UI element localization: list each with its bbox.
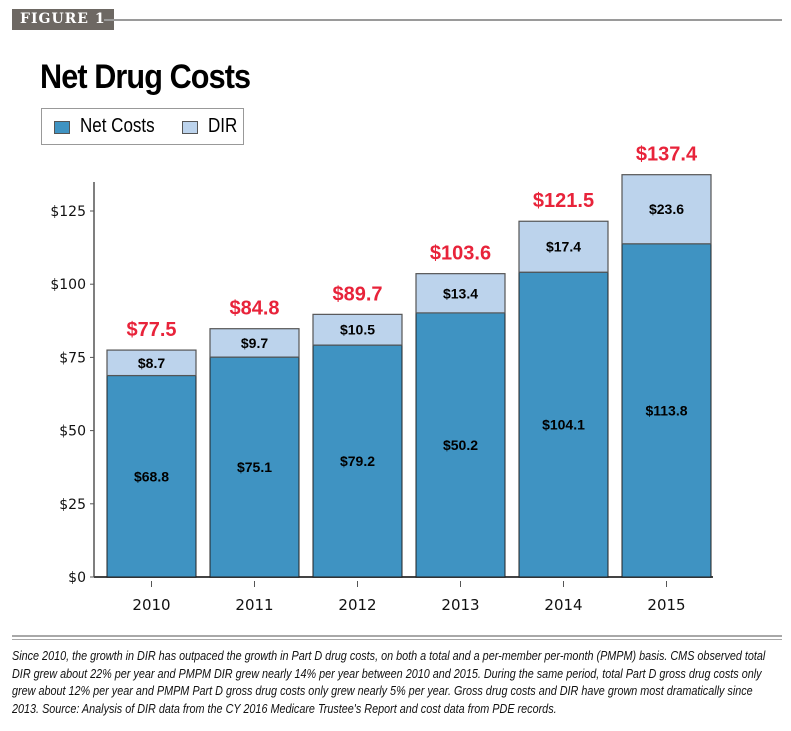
footnote: Since 2010, the growth in DIR has outpac… [12, 648, 766, 716]
data-label-total: $103.6 [430, 243, 491, 265]
x-tick-label: 2015 [647, 596, 685, 614]
footer-rule [12, 635, 782, 637]
x-tick-label: 2010 [132, 596, 170, 614]
chart-plot: $0 $25 $50 $75 $100 $125 $8.7 $68.8 $77.5 2010 $9.… [50, 144, 713, 614]
bar-net-costs [312, 344, 403, 578]
data-label-dir: $10.5 [340, 322, 375, 338]
y-tick-label: $75 [59, 350, 86, 366]
data-label-dir: $17.4 [546, 239, 581, 255]
figure-label: FIGURE 1 [12, 9, 114, 30]
data-label-dir: $23.6 [649, 201, 684, 217]
x-tick-label: 2011 [235, 596, 273, 614]
data-label-net-costs: $75.1 [237, 459, 272, 475]
data-label-net-costs: $104.1 [542, 417, 585, 433]
x-tick-label: 2012 [338, 596, 376, 614]
legend-label-dir: DIR [208, 115, 238, 137]
data-label-dir: $8.7 [138, 355, 165, 371]
data-label-total: $121.5 [533, 190, 594, 212]
y-tick-label: $0 [68, 570, 86, 586]
bar-net-costs [106, 375, 197, 578]
y-tick-label: $125 [50, 204, 86, 220]
x-tick-label: 2014 [544, 596, 582, 614]
bar-dir [312, 313, 403, 346]
y-tick-label: $100 [50, 277, 86, 293]
bar-net-costs [415, 312, 506, 578]
chart-title: Net Drug Costs [40, 58, 251, 96]
y-tick-label: $25 [59, 497, 86, 513]
data-label-total: $77.5 [126, 319, 176, 341]
legend-swatch-dir [182, 121, 198, 134]
bar-dir [415, 273, 506, 314]
legend-swatch-net-costs [54, 121, 70, 134]
legend: Net Costs DIR [41, 108, 244, 145]
x-tick-label: 2013 [441, 596, 479, 614]
bar-dir [621, 174, 712, 245]
data-label-net-costs: $113.8 [645, 402, 687, 418]
bar-dir [106, 349, 197, 377]
data-label-net-costs: $79.2 [340, 453, 375, 469]
bar-net-costs [621, 243, 712, 578]
legend-label-net-costs: Net Costs [80, 115, 155, 137]
data-label-dir: $13.4 [443, 285, 478, 301]
data-label-net-costs: $50.2 [443, 437, 478, 453]
data-label-net-costs: $68.8 [134, 468, 169, 484]
y-tick-label: $50 [59, 424, 86, 440]
bar-net-costs [518, 271, 609, 578]
footer-rule-2 [12, 639, 782, 640]
data-label-total: $89.7 [332, 283, 382, 305]
top-rule [104, 19, 782, 21]
data-label-total: $84.8 [229, 298, 279, 320]
data-label-total: $137.4 [636, 144, 698, 166]
data-label-dir: $9.7 [241, 335, 268, 351]
bar-dir [209, 328, 300, 358]
bar-dir [518, 220, 609, 273]
